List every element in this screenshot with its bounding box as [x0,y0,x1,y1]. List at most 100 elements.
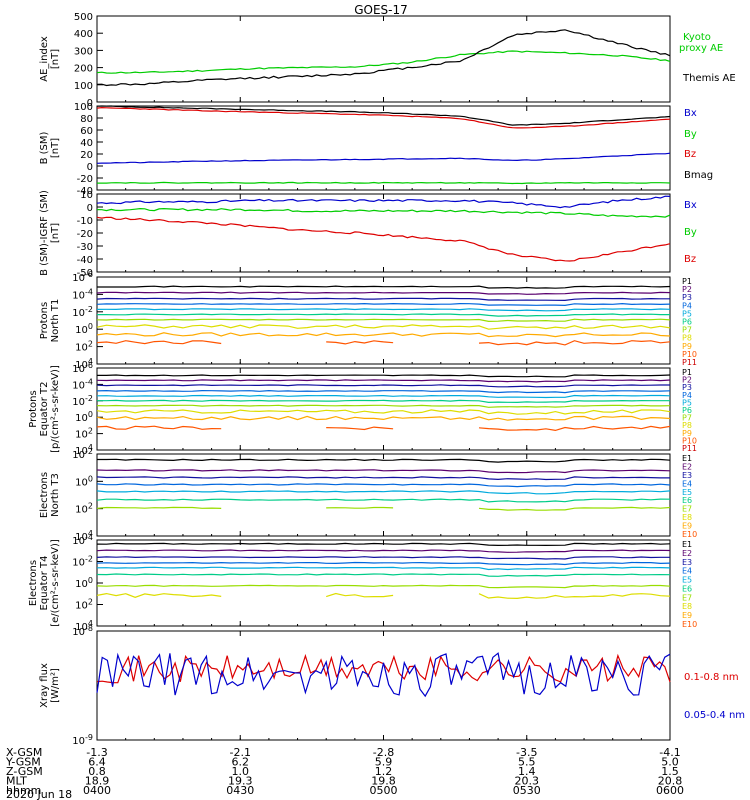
figure-title: GOES-17 [354,3,408,17]
flux-channel-line [478,340,671,346]
axis-title-line: Protons [39,302,50,339]
panel-protons-north-t1: 104 102 100 10-2 10-4 10-6 Protons North T1 P1P2… [39,270,697,371]
flux-channel-line [96,542,671,547]
ephemeris-value: -3.5 [516,746,537,759]
legend-e7: E7 [682,593,692,602]
ephemeris-value: 5.0 [661,756,679,769]
axis-title-line: North T1 [50,299,61,343]
y-tick-label: 10-9 [72,733,93,747]
legend-p3: P3 [682,383,692,392]
legend-e1: E1 [682,454,692,463]
ephemeris-value: 6.2 [232,756,250,769]
legend-e9: E9 [682,611,692,620]
y-tick-label: 102 [75,598,93,612]
ephemeris-value: 0400 [83,784,111,797]
flux-channel-line [96,384,670,388]
y-tick-label: 80 [80,114,93,125]
y-tick-label: 10-2 [72,447,93,461]
legend-e2: E2 [682,549,692,558]
flux-channel-line [96,498,671,503]
flux-channel-line [96,389,671,394]
flux-channel-line [96,394,671,399]
flux-channel-line [96,490,671,495]
axis-title-line: [nT] [50,49,61,69]
legend-e8: E8 [682,602,692,611]
legend-e9: E9 [682,522,692,531]
legend-p11: P11 [682,444,697,453]
b-sm-axis-title: B (SM) [nT] [39,131,61,164]
legend-p5: P5 [682,398,692,407]
panel-xray: 10-9 10-8 Xray flux [W/m²] 0.1-0.8 nm 0.05-0.… [39,624,745,747]
ephemeris-value: 1.2 [375,765,393,778]
legend-e6: E6 [682,584,692,593]
axis-title-line: Electrons [28,560,39,606]
legend-by: By [684,129,697,140]
b-igrf-axis-title: B (SM)-IGRF (SM) [nT] [39,190,61,276]
flux-channel-line [96,425,222,430]
flux-channel-line [96,556,670,560]
y-tick-label: 300 [74,46,93,57]
ephemeris-value: 6.4 [88,756,106,769]
legend-bx: Bx [684,108,697,119]
y-tick-label: -20 [77,174,93,185]
flux-channel-line [96,566,671,571]
y-tick-label: 100 [75,410,93,424]
panel-b-igrf: -50 -40 -30 -20 -10 0 10 B (SM)-IGRF (SM) [nT] Bx… [39,190,697,279]
flux-channel-line [97,399,670,404]
plot-frame [96,453,671,537]
legend-e3: E3 [682,558,692,567]
legend-e4: E4 [682,479,692,488]
flux-channel-line [96,592,222,598]
legend-xray-short: 0.05-0.4 nm [684,710,745,721]
flux-channel-line [96,332,671,338]
plot-frame [96,105,671,191]
flux-channel-line [326,592,394,598]
flux-channel-line [96,404,671,408]
flux-channel-line [326,506,394,509]
axis-title-line: Equator T2 [39,382,50,437]
flux-channel-line [96,561,671,566]
legend-e6: E6 [682,496,692,505]
axis-title-line: [e/(cm²-s-sr-keV)] [50,539,61,627]
y-tick-label: 10-6 [72,361,93,375]
axis-title-line: Equator T4 [39,556,50,611]
legend-e5: E5 [682,488,692,497]
flux-channel-line [478,593,671,600]
series-by [97,181,671,185]
ephemeris-label: hhmm [6,784,41,797]
flux-channel-line [326,426,394,431]
particle-axis-title: Electrons Equator T4 [e/(cm²-s-sr-keV)] [28,539,61,627]
panel-protons-equator-t2-p-cm-2-s-sr-kev-: 104 102 100 10-2 10-4 10-6 Protons Equator T2 [p… [28,361,697,457]
flux-channel-line [96,573,671,577]
plot-frame [96,15,671,103]
legend-e10: E10 [682,530,697,539]
legend-p10: P10 [682,436,697,445]
y-tick-label: 104 [75,529,93,543]
y-tick-label: 104 [75,443,93,457]
series-themis [96,29,671,87]
legend-e3: E3 [682,471,692,480]
y-tick-label: 10-4 [72,377,93,391]
flux-channel-line [97,285,671,289]
flux-channel-line [96,415,671,421]
flux-channel-line [97,374,671,378]
ephemeris-label: MLT [6,775,27,788]
ephemeris-value: 1.4 [518,765,536,778]
particle-axis-title: Protons Equator T2 [p/(cm²-s-sr-keV)] [28,365,61,453]
legend-p6: P6 [682,406,692,415]
legend-p1: P1 [682,277,692,286]
plot-frame [96,539,671,627]
flux-channel-line [97,458,671,463]
ephemeris-value: 20.8 [658,775,683,788]
ephemeris-label: X-GSM [6,746,42,759]
y-tick-label: -30 [77,242,93,253]
legend-bmag: Bmag [684,170,713,181]
flux-channel-line [96,318,671,323]
y-tick-label: -40 [77,186,93,197]
axis-title-line: [W/m²] [50,668,61,703]
legend-p1: P1 [682,368,692,377]
legend-p7: P7 [682,414,692,423]
legend-kyoto-line2: proxy AE [679,43,723,54]
